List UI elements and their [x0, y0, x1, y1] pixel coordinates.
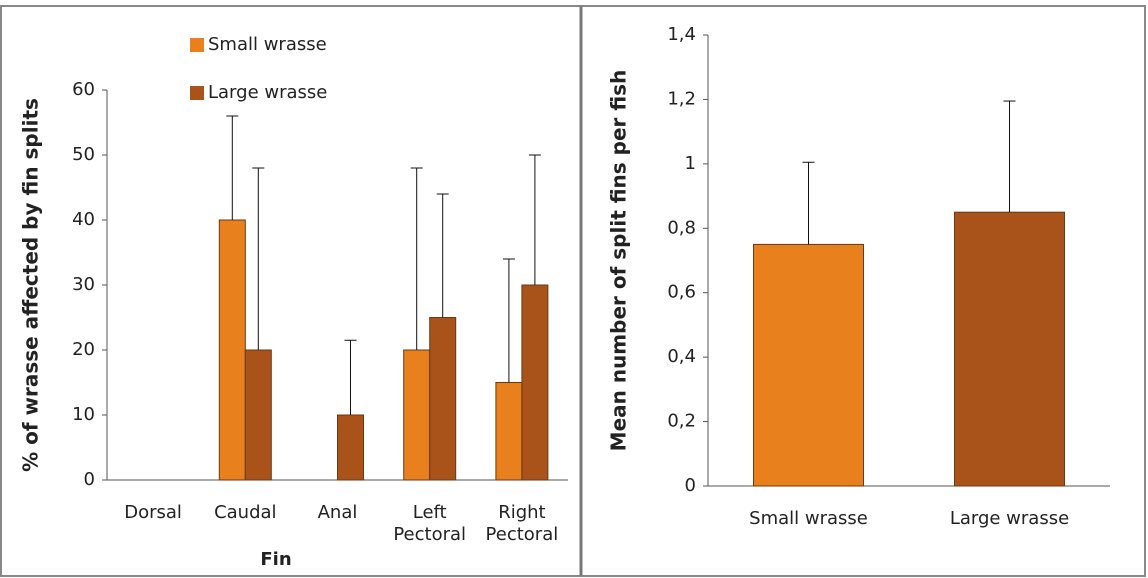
x-tick-label: Right Pectoral: [485, 502, 559, 545]
x-tick-label: Large wrasse: [949, 508, 1070, 529]
legend-swatch: [190, 86, 204, 100]
y-tick-label: 0,4: [667, 346, 696, 367]
y-tick-label: 1,4: [667, 24, 696, 45]
y-tick-label: 20: [72, 339, 95, 360]
y-tick-label: 30: [72, 274, 95, 295]
y-tick-label: 0: [84, 469, 95, 490]
bar: [337, 414, 364, 481]
bar: [403, 349, 431, 481]
legend-label: Large wrasse: [208, 82, 327, 103]
bar: [521, 284, 549, 481]
x-tick-label: Dorsal: [124, 502, 182, 523]
y-tick-label: 0,6: [667, 282, 696, 303]
x-tick-label: Left Pectoral: [393, 502, 467, 545]
bar: [954, 211, 1065, 487]
legend-swatch: [190, 38, 204, 52]
x-tick-label: Caudal: [214, 502, 277, 523]
bar: [244, 349, 272, 481]
y-tick-label: 60: [72, 79, 95, 100]
y-axis-label: Mean number of split fins per fish: [607, 70, 631, 452]
y-tick-label: 40: [72, 209, 95, 230]
bar: [753, 243, 864, 487]
x-tick-label: Small wrasse: [749, 508, 868, 529]
y-tick-label: 1: [685, 153, 696, 174]
x-axis-label: Fin: [260, 549, 291, 570]
y-tick-label: 0: [685, 475, 696, 496]
legend-label: Small wrasse: [208, 34, 327, 55]
y-tick-label: 10: [72, 404, 95, 425]
bar: [218, 219, 246, 481]
frame: [0, 5, 1146, 577]
bar: [495, 382, 523, 481]
y-tick-label: 0,8: [667, 217, 696, 238]
bar: [429, 317, 457, 481]
y-axis-label: % of wrasse affected by fin splits: [19, 98, 43, 472]
x-tick-label: Anal: [317, 502, 358, 523]
y-tick-label: 0,2: [667, 411, 696, 432]
y-tick-label: 50: [72, 144, 95, 165]
y-tick-label: 1,2: [667, 88, 696, 109]
